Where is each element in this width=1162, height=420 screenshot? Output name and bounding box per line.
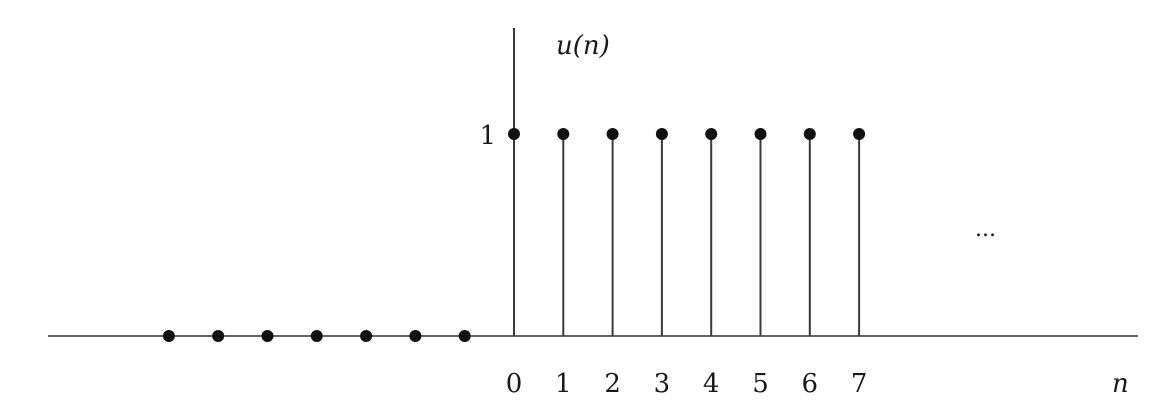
x-tick-label-0: 0: [506, 369, 523, 399]
stem-marker-n3: [655, 128, 668, 140]
stem-marker-n5: [754, 128, 767, 140]
stem-marker-n7: [853, 128, 866, 140]
x-tick-label-5: 5: [752, 369, 769, 399]
y-tick-label-1: 1: [479, 121, 496, 151]
x-tick-label-1: 1: [555, 369, 572, 399]
stem-marker-n-5: [261, 330, 274, 342]
stem-marker-n6: [803, 128, 816, 140]
stem-marker-n-3: [360, 330, 373, 342]
stem-marker-n-2: [409, 330, 422, 342]
stem-marker-n1: [557, 128, 570, 140]
x-tick-label-6: 6: [802, 369, 819, 399]
stem-marker-n-6: [212, 330, 225, 342]
stem-marker-n2: [606, 128, 619, 140]
x-tick-label-7: 7: [851, 369, 868, 399]
x-tick-label-4: 4: [703, 369, 720, 399]
continuation-ellipsis: ...: [975, 217, 996, 242]
text-layer: u(n) n ...: [556, 31, 1129, 399]
ticks-layer: 0 1 2 3 4 5 6 7 1: [479, 121, 867, 399]
stems-layer: [513, 134, 861, 336]
x-tick-label-2: 2: [604, 369, 621, 399]
markers-layer: [162, 128, 866, 342]
x-tick-label-3: 3: [654, 369, 671, 399]
axes-layer: [48, 28, 1138, 337]
y-axis-label: u(n): [556, 31, 610, 61]
x-axis-label: n: [1112, 369, 1129, 399]
stem-marker-n-7: [162, 330, 175, 342]
stem-marker-n-1: [458, 330, 471, 342]
stem-marker-n-4: [310, 330, 323, 342]
stem-marker-n0: [508, 128, 520, 140]
stem-marker-n4: [705, 128, 718, 140]
